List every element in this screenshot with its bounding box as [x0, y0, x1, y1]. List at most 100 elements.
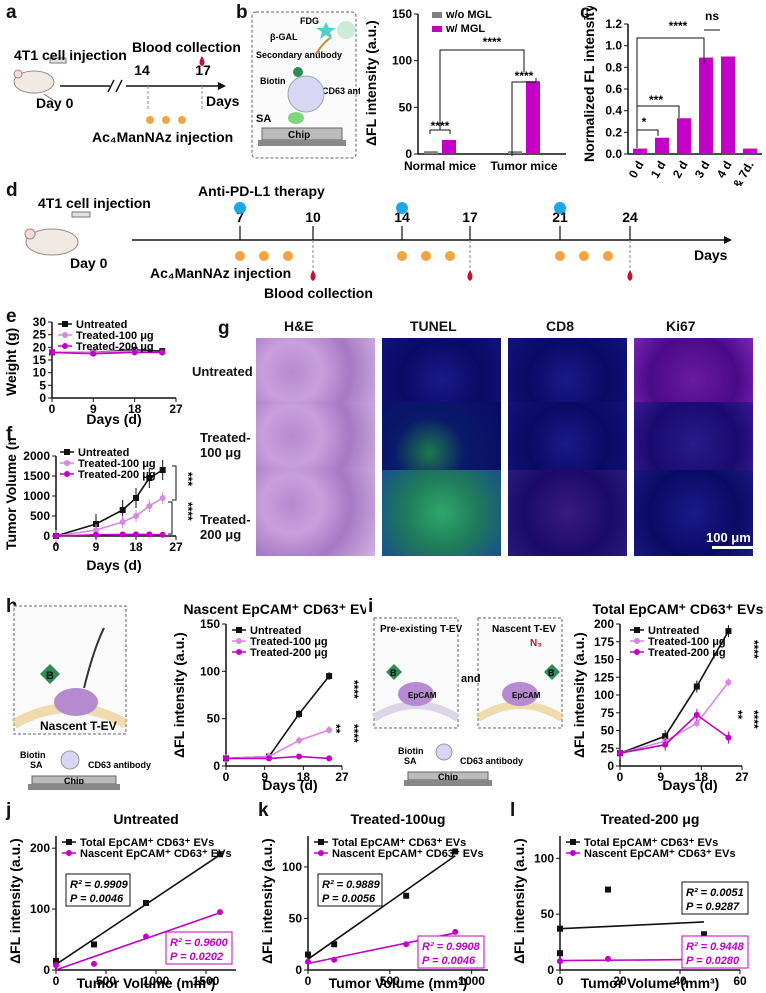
sig-h-1: **	[329, 724, 343, 734]
day-17: 17	[195, 62, 211, 78]
x-tick-label: 60	[733, 974, 747, 988]
y-tick-label: 50	[207, 712, 221, 726]
data-point	[701, 931, 707, 938]
chart-l-title: Treated-200 μg	[601, 812, 700, 827]
x-tick-label: 9	[261, 770, 268, 784]
x-tick-label: 9	[93, 540, 100, 554]
img-cd8-200	[508, 470, 627, 556]
legend-label: Treated-100 μg	[78, 458, 156, 470]
data-point	[146, 531, 153, 538]
cd63-label-i: CD63 antibody	[460, 756, 523, 766]
y-tick-label: 0	[43, 529, 50, 543]
y-tick-label: 0	[295, 963, 302, 977]
bgal-label: β-GAL	[270, 32, 298, 42]
y-tick-label: 1500	[23, 469, 50, 483]
data-point	[693, 720, 700, 727]
x-tick-label: 1000	[143, 974, 170, 988]
row-200: Treated- 200 μg	[200, 512, 251, 542]
legend-label: Treated-200 μg	[250, 647, 328, 659]
y-tick-label: 100	[30, 902, 50, 916]
cd63-label: CD63 antibody	[322, 86, 360, 96]
legend-marker	[66, 850, 72, 856]
legend-label: Treated-100 μg	[250, 636, 328, 648]
legend-label: Untreated	[250, 625, 301, 637]
img-tunel-200	[382, 470, 501, 556]
timeline-tick-label: 24	[622, 209, 638, 225]
b-label-i2: B	[548, 668, 555, 678]
x-tick-label: 0	[223, 770, 230, 784]
b-label-h: B	[46, 670, 54, 682]
y-tick-label: 0	[39, 391, 46, 405]
epcam-label-pre: EpCAM	[408, 691, 437, 700]
series-line	[226, 755, 330, 760]
panel-label-e: e	[6, 306, 17, 327]
data-point	[331, 941, 338, 948]
data-point	[217, 909, 223, 916]
epcam-label-nascent: EpCAM	[512, 691, 541, 700]
series-line	[619, 713, 729, 755]
j-pb: P = 0.0202	[170, 951, 223, 963]
chip-label-i: Chip	[438, 772, 458, 782]
fdg-star-icon	[316, 22, 336, 39]
blood-drop-icon	[627, 270, 633, 281]
data-point	[133, 531, 139, 538]
legend-marker	[634, 638, 640, 644]
x-tick-label: 40	[673, 974, 687, 988]
legend-marker	[634, 649, 640, 655]
data-point	[143, 900, 149, 906]
data-point	[53, 533, 59, 539]
fit-line	[559, 921, 705, 930]
j-r2a: R² = 0.9909	[70, 879, 129, 891]
y-tick-label: 150	[200, 617, 220, 631]
biotin-label-h: Biotin	[20, 750, 46, 760]
data-point	[326, 727, 333, 734]
legend-marker	[64, 449, 70, 455]
fit-line	[559, 958, 705, 962]
data-point	[617, 750, 623, 757]
injection-dot-icon	[235, 251, 245, 261]
data-point	[725, 628, 732, 635]
x-tick-label: 500	[380, 974, 400, 988]
panel-label-j: j	[6, 800, 12, 821]
x-tick-label: 0	[557, 974, 564, 988]
days-label-d: Days	[694, 247, 728, 263]
y-tick-label: 1.2	[605, 17, 622, 31]
and-label: and	[461, 673, 481, 685]
l-pb: P = 0.0280	[686, 955, 740, 967]
data-point	[403, 892, 410, 899]
panel-label-g: g	[218, 318, 230, 339]
injection-dot-icon	[283, 251, 293, 261]
legend-marker	[66, 839, 72, 845]
legend-label: Total EpCAM⁺ CD63⁺ EVs	[80, 837, 214, 849]
chart-l-xlabel: Tumor Volume (mm³)	[581, 975, 720, 991]
timeline-d-injection: 4T1 cell injection	[38, 195, 151, 211]
data-point	[557, 958, 563, 965]
chart-j: Untreated ΔFL intensity (a.u.) 0 500 1000 1…	[7, 812, 236, 991]
therapy-dot-icon	[554, 202, 566, 214]
y-tick-label: 0.0	[605, 147, 622, 161]
x-category-label: 0 d	[626, 159, 647, 181]
days-label: Days	[206, 93, 240, 109]
nascent-label-h: Nascent T-EV	[40, 719, 117, 733]
epcam-blob-nascent	[502, 682, 538, 706]
legend-marker	[62, 343, 68, 349]
y-tick-label: 50	[601, 724, 615, 738]
x-tick-label: 27	[735, 770, 749, 784]
legend-label: Nascent EpCAM⁺ CD63⁺ EVs	[584, 848, 736, 860]
legend-label: Total EpCAM⁺ CD63⁺ EVs	[332, 837, 466, 849]
pre-label: Pre-existing T-EV	[380, 624, 463, 635]
y-tick-label: 150	[594, 653, 614, 667]
timeline-d-therapy: Anti-PD-L1 therapy	[198, 186, 325, 199]
y-tick-label: 0	[405, 147, 412, 161]
sig-f-2: ****	[181, 502, 195, 521]
y-tick-label: 175	[594, 635, 614, 649]
chip-label: Chip	[288, 130, 310, 141]
timeline-a: 4T1 cell injection Blood collection 14 1…	[13, 39, 240, 145]
series-line	[51, 351, 163, 355]
x-tick-label: 9	[657, 770, 664, 784]
timeline-a-blood: Blood collection	[132, 39, 240, 55]
y-tick-label: 1000	[23, 489, 50, 503]
x-category-label: Normal mice	[404, 159, 476, 173]
row-100: Treated- 100 μg	[200, 430, 251, 460]
legend-wmgl: w/ MGL	[445, 23, 485, 35]
